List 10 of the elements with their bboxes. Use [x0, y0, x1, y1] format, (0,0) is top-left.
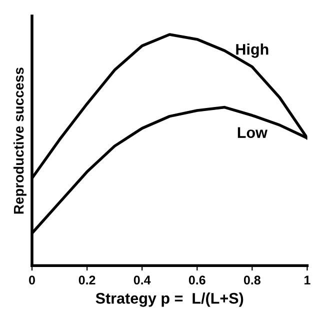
- x-axis-title: Strategy p = L/(L+S): [96, 292, 244, 307]
- x-tick-label: 0.4: [134, 276, 151, 285]
- x-tick-label: 0.6: [188, 276, 206, 285]
- series-label: Low: [238, 127, 268, 138]
- y-axis-title: Reproductive success: [13, 68, 26, 214]
- x-tick-label: 0.2: [78, 276, 96, 285]
- series-label: High: [236, 44, 268, 58]
- x-tick-label: 0.8: [244, 276, 260, 285]
- x-tick-label: 1: [304, 276, 310, 284]
- x-tick-label: 0: [29, 276, 35, 285]
